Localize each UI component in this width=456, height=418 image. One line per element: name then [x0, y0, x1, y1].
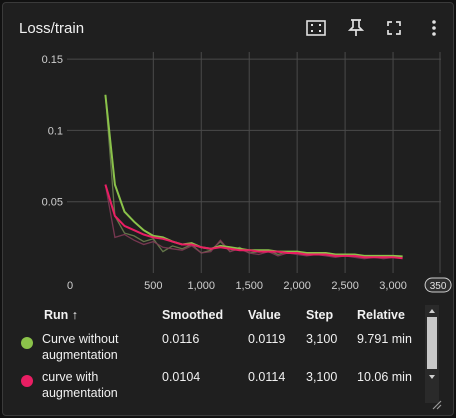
x-tick-label: 3,000 — [379, 280, 407, 292]
run-name: Curve without — [42, 332, 119, 346]
more-vert-icon — [432, 20, 436, 36]
run-color-dot — [21, 375, 33, 387]
x-axis-ticks: 0 500 1,000 1,500 2,000 2,500 3,000 350 — [67, 277, 452, 293]
x-tick-label: 1,500 — [235, 280, 263, 292]
step-value: 3,100 — [306, 370, 338, 384]
raw-value: 0.0119 — [248, 332, 286, 346]
header-step: Step — [306, 308, 334, 322]
x-tick-label: 1,000 — [187, 280, 215, 292]
run-color-dot — [21, 337, 33, 349]
more-options-button[interactable] — [421, 15, 447, 41]
resize-handle-icon[interactable] — [430, 398, 442, 410]
header-smoothed: Smoothed — [162, 308, 224, 322]
smoothed-series-line — [104, 94, 403, 258]
fullscreen-button[interactable] — [381, 15, 407, 41]
run-name-cont: augmentation — [42, 386, 118, 400]
pin-icon — [348, 19, 364, 36]
x-tick-label: 2,500 — [331, 280, 359, 292]
header-run[interactable]: Run ↑ — [44, 308, 79, 322]
run-name-cont: augmentation — [42, 348, 118, 362]
scrollbar-thumb[interactable] — [427, 317, 437, 369]
raw-value: 0.0114 — [248, 370, 286, 384]
fit-domain-icon — [306, 20, 326, 36]
y-tick-label: 0.05 — [42, 197, 63, 209]
smoothed-series-group — [104, 94, 403, 260]
x-tick-label: 350 — [430, 281, 447, 292]
fit-domain-button[interactable] — [303, 15, 329, 41]
x-tick-badge — [424, 277, 452, 293]
raw-series-line — [104, 184, 403, 260]
relative-value: 9.791 min — [357, 332, 412, 346]
y-axis-ticks: 0.15 0.1 0.05 — [42, 54, 63, 209]
x-tick-label: 2,000 — [283, 280, 311, 292]
loss-chart[interactable]: 0 500 1,000 1,500 2,000 2,500 3,000 350 0.150.1… — [0, 0, 456, 300]
smoothed-value: 0.0116 — [162, 332, 200, 346]
x-tick-label: 0 — [67, 280, 73, 292]
header-value: Value — [248, 308, 281, 322]
header-relative: Relative — [357, 308, 405, 322]
smoothed-value: 0.0104 — [162, 370, 201, 384]
pin-button[interactable] — [343, 15, 369, 41]
step-value: 3,100 — [306, 332, 338, 346]
relative-value: 10.06 min — [357, 370, 412, 384]
smoothed-series-line — [104, 184, 403, 260]
scroll-up-icon[interactable] — [429, 309, 435, 313]
chart-title: Loss/train — [19, 20, 85, 37]
y-tick-label: 0.1 — [48, 125, 63, 137]
table-scrollbar[interactable] — [425, 305, 439, 403]
x-tick-label: 500 — [144, 280, 162, 292]
scroll-down-icon[interactable] — [429, 375, 435, 379]
run-name: curve with — [42, 370, 99, 384]
chart-grid — [67, 52, 441, 273]
y-tick-label: 0.15 — [42, 54, 63, 66]
fullscreen-icon — [387, 21, 401, 35]
